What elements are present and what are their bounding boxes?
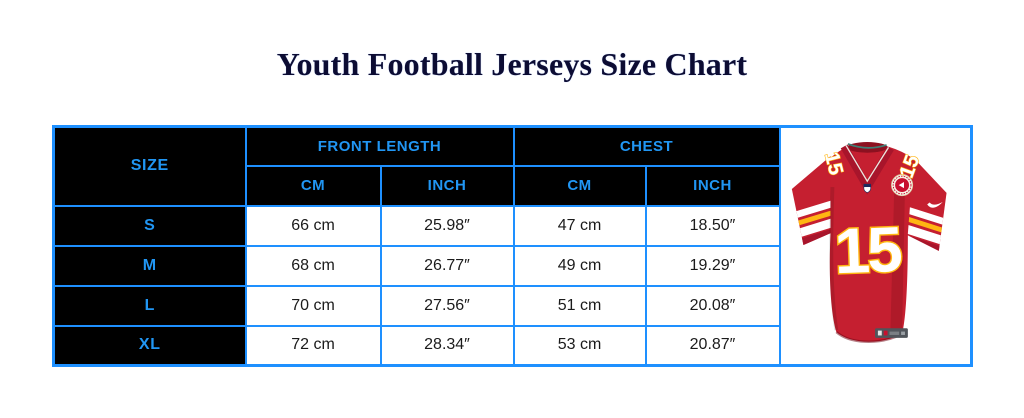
jersey-torso — [829, 143, 914, 343]
subcolumn-chest-inch: INCH — [644, 164, 781, 207]
column-group-chest: CHEST — [512, 125, 781, 167]
column-group-front-length: FRONT LENGTH — [244, 125, 515, 167]
size-label: M — [52, 244, 247, 287]
size-label: XL — [52, 324, 247, 367]
jersey-illustration: 15 15 15 — [792, 142, 947, 343]
jersey-image-cell: 15 15 15 — [778, 125, 973, 367]
chest-cm-value: 53 cm — [512, 324, 647, 367]
jock-tag — [875, 328, 909, 338]
table-row-l: L 70 cm 27.56″ 51 cm 20.08″ — [52, 284, 972, 327]
front-length-inch-value: 28.34″ — [379, 324, 515, 367]
chest-cm-value: 49 cm — [512, 244, 647, 287]
nike-swoosh-icon — [927, 202, 943, 208]
chest-number: 15 — [834, 213, 903, 287]
chest-cm-value: 47 cm — [512, 204, 647, 247]
column-header-size: SIZE — [52, 125, 247, 207]
page-title: Youth Football Jerseys Size Chart — [276, 46, 748, 82]
size-chart-table: SIZE FRONT LENGTH CHEST — [52, 125, 973, 367]
nfl-shield-icon — [863, 183, 872, 193]
front-length-inch-value: 27.56″ — [379, 284, 515, 327]
chest-cm-value: 51 cm — [512, 284, 647, 327]
front-length-cm-value: 72 cm — [244, 324, 382, 367]
chest-inch-value: 18.50″ — [644, 204, 781, 247]
table-row-m: M 68 cm 26.77″ 49 cm 19.29″ — [52, 244, 972, 287]
jersey-product-image: 15 15 15 — [781, 128, 971, 364]
team-logo-patch — [891, 174, 914, 197]
front-length-inch-value: 26.77″ — [379, 244, 515, 287]
size-label: S — [52, 204, 247, 247]
chest-inch-value: 20.08″ — [644, 284, 781, 327]
subcolumn-front-length-cm: CM — [244, 164, 382, 207]
size-label: L — [52, 284, 247, 327]
table-row-xl: XL 72 cm 28.34″ 53 cm 20.87″ — [52, 324, 972, 367]
front-length-inch-value: 25.98″ — [379, 204, 515, 247]
front-length-cm-value: 66 cm — [244, 204, 382, 247]
front-length-cm-value: 68 cm — [244, 244, 382, 287]
chest-inch-value: 19.29″ — [644, 244, 781, 287]
size-chart: SIZE FRONT LENGTH CHEST — [52, 125, 973, 367]
front-length-cm-value: 70 cm — [244, 284, 382, 327]
chest-inch-value: 20.87″ — [644, 324, 781, 367]
table-row-s: S 66 cm 25.98″ 47 cm 18.50″ — [52, 204, 972, 247]
subcolumn-chest-cm: CM — [512, 164, 647, 207]
subcolumn-front-length-inch: INCH — [379, 164, 515, 207]
